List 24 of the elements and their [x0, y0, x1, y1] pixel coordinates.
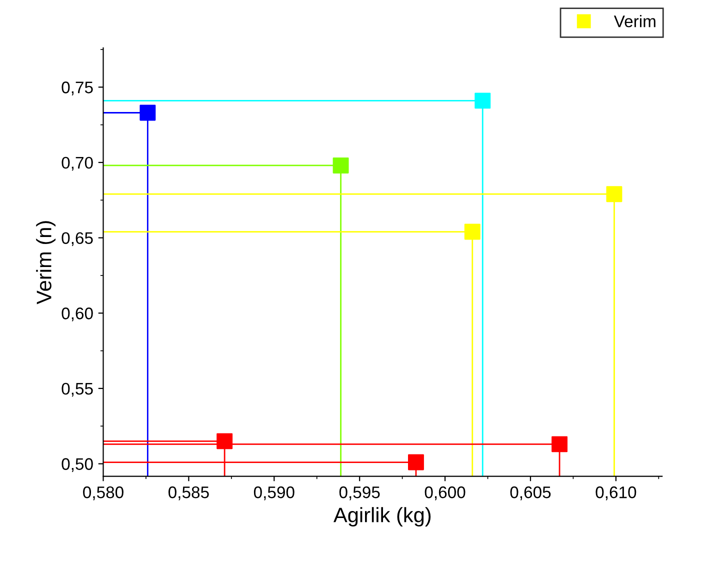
point — [474, 92, 491, 109]
x-tick-label: 0,590 — [254, 486, 294, 500]
y-tick-label: 0,70 — [62, 156, 93, 171]
x-tick-label: 0,595 — [339, 486, 380, 500]
point — [332, 158, 349, 174]
point — [606, 186, 622, 202]
x-axis-title: Agirlik (kg) — [334, 507, 431, 527]
x-tick-label: 0,580 — [83, 486, 124, 500]
y-axis-title: Verim (n) — [36, 221, 56, 304]
x-tick-label: 0,605 — [510, 486, 551, 500]
x-tick-label: 0,610 — [596, 486, 636, 500]
legend-label: Verim — [614, 15, 656, 28]
y-tick-label: 0,60 — [62, 308, 93, 322]
x-tick-label: 0,585 — [168, 486, 209, 500]
point — [552, 436, 568, 452]
y-tick-label: 0,65 — [62, 232, 93, 246]
point — [140, 104, 156, 121]
y-tick-label: 0,55 — [62, 382, 93, 397]
point — [408, 454, 424, 470]
y-tick-label: 0,50 — [62, 458, 93, 472]
point — [216, 433, 233, 450]
y-tick-label: 0,75 — [62, 82, 93, 96]
point — [464, 224, 480, 240]
x-tick-label: 0,600 — [424, 486, 466, 500]
